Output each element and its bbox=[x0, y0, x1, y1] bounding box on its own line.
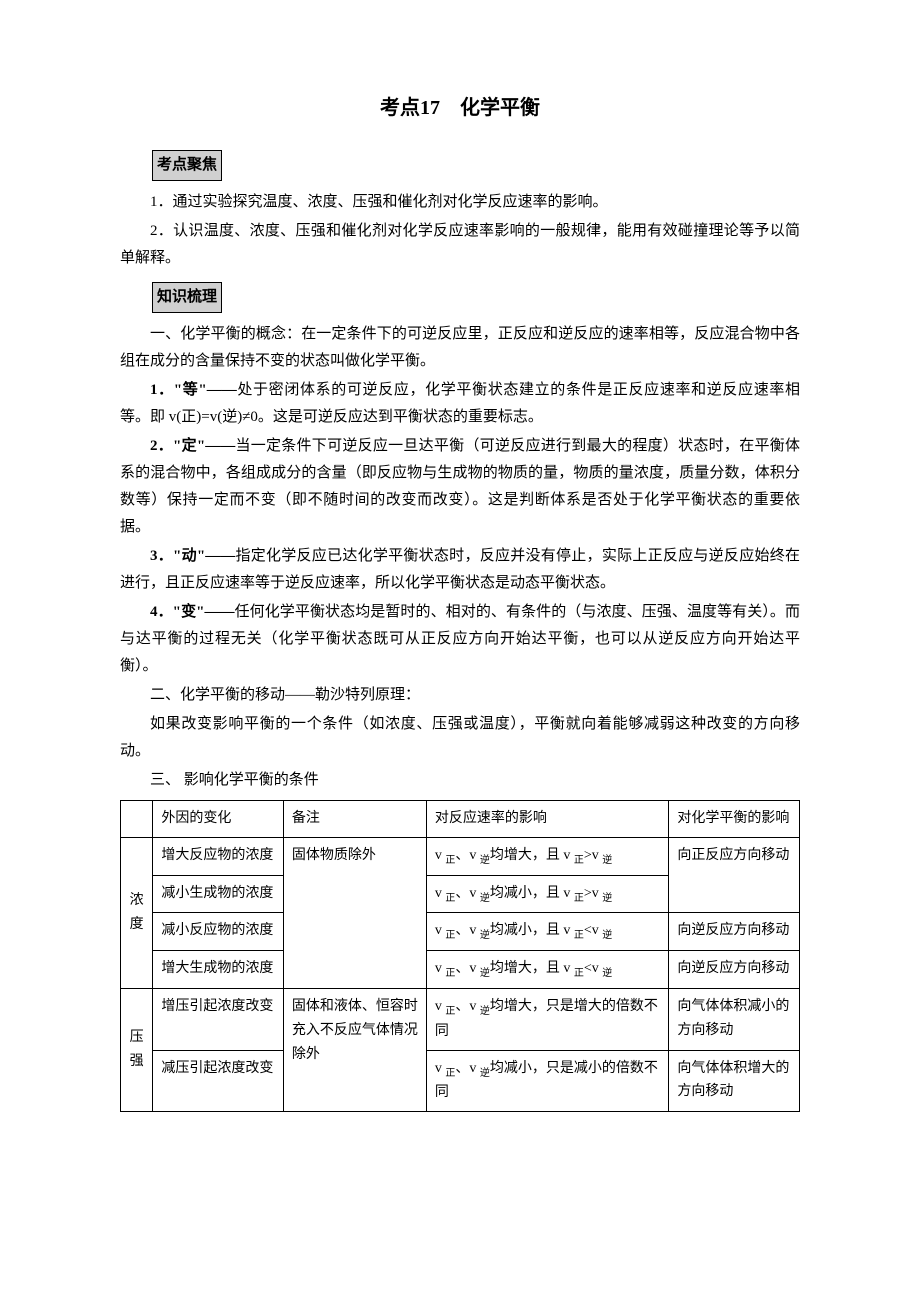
definition-2: 2．"定"——当一定条件下可逆反应一旦达平衡（可逆反应进行到最大的程度）状态时，… bbox=[120, 433, 800, 541]
definition-4-label: 4．"变"—— bbox=[150, 604, 234, 620]
r4-effect: 向逆反应方向移动 bbox=[669, 951, 800, 989]
page-title: 考点17 化学平衡 bbox=[120, 90, 800, 126]
focus-point-2: 2．认识温度、浓度、压强和催化剂对化学反应速率影响的一般规律，能用有效碰撞理论等… bbox=[120, 218, 800, 272]
r6-rate: v 正、v 逆均减小，只是减小的倍数不同 bbox=[426, 1050, 669, 1112]
r5-rate: v 正、v 逆均增大，只是增大的倍数不同 bbox=[426, 988, 669, 1050]
r4-rate: v 正、v 逆均增大，且 v 正<v 逆 bbox=[426, 951, 669, 989]
definition-4: 4．"变"——任何化学平衡状态均是暂时的、相对的、有条件的（与浓度、压强、温度等… bbox=[120, 599, 800, 680]
table-header-row: 外因的变化 备注 对反应速率的影响 对化学平衡的影响 bbox=[121, 801, 800, 838]
section-focus-header: 考点聚焦 bbox=[152, 150, 222, 181]
factors-table: 外因的变化 备注 对反应速率的影响 对化学平衡的影响 浓度 增大反应物的浓度 固… bbox=[120, 800, 800, 1112]
r5-factor: 增压引起浓度改变 bbox=[153, 988, 284, 1050]
header-blank bbox=[121, 801, 153, 838]
knowledge-intro-2: 二、化学平衡的移动——勒沙特列原理： bbox=[120, 682, 800, 709]
knowledge-intro-3: 三、 影响化学平衡的条件 bbox=[120, 767, 800, 794]
r2-rate: v 正、v 逆均减小，且 v 正>v 逆 bbox=[426, 875, 669, 913]
r5-note: 固体和液体、恒容时充入不反应气体情况除外 bbox=[283, 988, 426, 1111]
r1-factor: 增大反应物的浓度 bbox=[153, 837, 284, 875]
table-row: 压强 增压引起浓度改变 固体和液体、恒容时充入不反应气体情况除外 v 正、v 逆… bbox=[121, 988, 800, 1050]
definition-3-label: 3．"动"—— bbox=[150, 548, 235, 564]
table-row: 减压引起浓度改变 v 正、v 逆均减小，只是减小的倍数不同 向气体体积增大的方向… bbox=[121, 1050, 800, 1112]
table-row: 增大生成物的浓度 v 正、v 逆均增大，且 v 正<v 逆 向逆反应方向移动 bbox=[121, 951, 800, 989]
header-factor: 外因的变化 bbox=[153, 801, 284, 838]
header-note: 备注 bbox=[283, 801, 426, 838]
definition-1: 1．"等"——处于密闭体系的可逆反应，化学平衡状态建立的条件是正反应速率和逆反应… bbox=[120, 377, 800, 431]
r3-rate: v 正、v 逆均减小，且 v 正<v 逆 bbox=[426, 913, 669, 951]
r6-effect: 向气体体积增大的方向移动 bbox=[669, 1050, 800, 1112]
knowledge-intro-2b: 如果改变影响平衡的一个条件（如浓度、压强或温度），平衡就向着能够减弱这种改变的方… bbox=[120, 711, 800, 765]
table-row: 浓度 增大反应物的浓度 固体物质除外 v 正、v 逆均增大，且 v 正>v 逆 … bbox=[121, 837, 800, 875]
r3-effect: 向逆反应方向移动 bbox=[669, 913, 800, 951]
r5-effect: 向气体体积减小的方向移动 bbox=[669, 988, 800, 1050]
table-row: 减小反应物的浓度 v 正、v 逆均减小，且 v 正<v 逆 向逆反应方向移动 bbox=[121, 913, 800, 951]
r1-rate: v 正、v 逆均增大，且 v 正>v 逆 bbox=[426, 837, 669, 875]
section-knowledge-header: 知识梳理 bbox=[152, 282, 222, 313]
r2-factor: 减小生成物的浓度 bbox=[153, 875, 284, 913]
r6-factor: 减压引起浓度改变 bbox=[153, 1050, 284, 1112]
definition-1-label: 1．"等"—— bbox=[150, 382, 237, 398]
concentration-label: 浓度 bbox=[121, 837, 153, 988]
pressure-label: 压强 bbox=[121, 988, 153, 1111]
r1-note: 固体物质除外 bbox=[283, 837, 426, 988]
definition-3: 3．"动"——指定化学反应已达化学平衡状态时，反应并没有停止，实际上正反应与逆反… bbox=[120, 543, 800, 597]
r1-effect: 向正反应方向移动 bbox=[669, 837, 800, 913]
r4-factor: 增大生成物的浓度 bbox=[153, 951, 284, 989]
r3-factor: 减小反应物的浓度 bbox=[153, 913, 284, 951]
knowledge-intro-1: 一、化学平衡的概念：在一定条件下的可逆反应里，正反应和逆反应的速率相等，反应混合… bbox=[120, 321, 800, 375]
header-effect: 对化学平衡的影响 bbox=[669, 801, 800, 838]
definition-2-label: 2．"定"—— bbox=[150, 438, 235, 454]
focus-point-1: 1．通过实验探究温度、浓度、压强和催化剂对化学反应速率的影响。 bbox=[120, 189, 800, 216]
header-rate: 对反应速率的影响 bbox=[426, 801, 669, 838]
